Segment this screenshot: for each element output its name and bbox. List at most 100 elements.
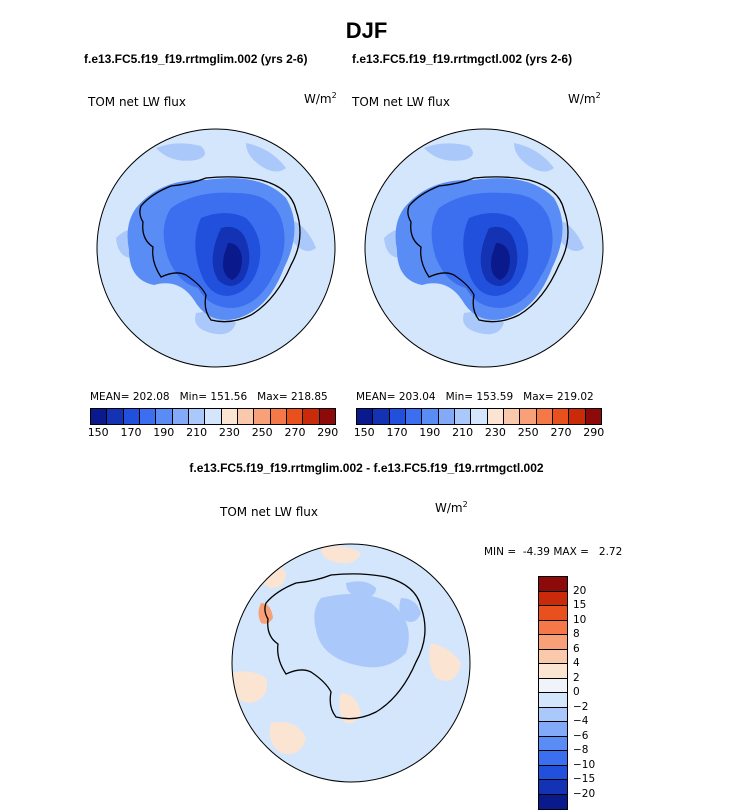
panel2-colorbar-swatch bbox=[357, 409, 374, 424]
panel3-colorbar-swatch bbox=[539, 693, 567, 708]
panel3-positive-patch bbox=[429, 643, 461, 681]
panel3-map-border bbox=[231, 543, 471, 783]
panel3-colorbar-swatch bbox=[539, 780, 567, 795]
panel2-colorbar-swatch bbox=[471, 409, 488, 424]
panel2-colorbar-swatch bbox=[487, 409, 504, 424]
panel2-colorbar bbox=[356, 408, 602, 425]
panel3-colorbar-tick-label: −20 bbox=[573, 787, 596, 800]
panel3-colorbar-tick-label: −15 bbox=[573, 773, 596, 785]
panel3-colorbar-swatch bbox=[539, 577, 567, 592]
panel2-colorbar-tick-label: 170 bbox=[386, 426, 408, 439]
panel2-case-header: f.e13.FC5.f19_f19.rrtmgctl.002 (yrs 2-6) bbox=[352, 52, 573, 66]
panel1-colorbar-swatch bbox=[139, 409, 157, 424]
panel1-map-border bbox=[96, 128, 336, 368]
panel3-colorbar-swatch bbox=[539, 707, 567, 722]
panel3-colorbar-tick-label: −8 bbox=[573, 744, 589, 756]
panel1-stats: MEAN= 202.08 Min= 151.56 Max= 218.85 bbox=[90, 391, 328, 403]
panel1-colorbar-swatch bbox=[107, 409, 124, 424]
panel3-negative-patch bbox=[346, 581, 376, 598]
panel1-coastline bbox=[139, 176, 301, 323]
panel2-colorbar-tick-label: 290 bbox=[583, 426, 605, 439]
panel1-colorbar-swatch bbox=[286, 409, 304, 424]
panel3-colorbar-tick-label: −2 bbox=[573, 700, 589, 713]
panel3-colorbar-tick-label: 8 bbox=[573, 628, 580, 640]
panel2-colorbar-tick-label: 230 bbox=[484, 426, 506, 439]
panel1-colorbar-swatch bbox=[270, 409, 287, 424]
panel1-colorbar-swatch bbox=[221, 409, 238, 424]
panel2-colorbar-swatch bbox=[422, 409, 439, 424]
panel3-coastline bbox=[264, 573, 426, 720]
panel1-units-label: W/m2 bbox=[304, 91, 337, 106]
panel1-colorbar-swatch bbox=[172, 409, 189, 424]
panel2-colorbar-swatch bbox=[373, 409, 390, 424]
panel2-colorbar-tick-label: 270 bbox=[550, 426, 572, 439]
panel3-colorbar-tick-label: 0 bbox=[573, 686, 580, 698]
diff-case-header: f.e13.FC5.f19_f19.rrtmglim.002 - f.e13.F… bbox=[189, 461, 544, 475]
panel1-colorbar-swatch bbox=[205, 409, 222, 424]
panel3-positive-patch bbox=[321, 546, 361, 564]
panel1-colorbar-tick-label: 230 bbox=[218, 426, 240, 439]
panel1-colorbar-swatch bbox=[254, 409, 271, 424]
panel1-colorbar-tick-label: 150 bbox=[87, 426, 109, 439]
panel3-colorbar-swatch bbox=[539, 678, 567, 693]
panel2-map bbox=[364, 128, 604, 368]
panel1-colorbar-tick-label: 290 bbox=[317, 426, 339, 439]
panel3-stats: MIN = -4.39 MAX = 2.72 bbox=[484, 546, 623, 558]
panel2-colorbar-tick-label: 210 bbox=[452, 426, 474, 439]
panel3-negative-patch bbox=[399, 598, 421, 622]
panel3-map bbox=[231, 543, 471, 783]
panel3-colorbar-tick-label: 6 bbox=[573, 642, 580, 655]
panel2-colorbar-swatch bbox=[389, 409, 406, 424]
panel2-variable-label: TOM net LW flux bbox=[352, 95, 450, 109]
figure-title: DJF bbox=[345, 18, 388, 43]
panel1-colorbar-tick-label: 270 bbox=[284, 426, 306, 439]
panel3-colorbar-swatch bbox=[539, 649, 567, 664]
panel1-colorbar-swatches bbox=[90, 408, 336, 425]
panel2-stats: MEAN= 203.04 Min= 153.59 Max= 219.02 bbox=[356, 391, 594, 403]
panel3-colorbar-swatches bbox=[538, 576, 568, 810]
panel2-colorbar-swatch bbox=[536, 409, 553, 424]
panel2-antarctica-core bbox=[491, 243, 510, 280]
panel1-colorbar-tick-label: 210 bbox=[186, 426, 208, 439]
panel3-colorbar-tick-label: 10 bbox=[573, 613, 587, 626]
panel3-colorbar-tick-label: 20 bbox=[573, 584, 587, 597]
panel3-colorbar-tick-label: 2 bbox=[573, 671, 580, 684]
panel1-colorbar-swatch bbox=[303, 409, 320, 424]
panel2-ocean-patch bbox=[424, 143, 473, 161]
panel2-colorbar-swatch bbox=[454, 409, 472, 424]
panel1-variable-label: TOM net LW flux bbox=[88, 95, 186, 109]
panel3-colorbar-swatch bbox=[539, 606, 567, 621]
panel3-colorbar-swatch bbox=[539, 620, 567, 635]
panel3-variable-label: TOM net LW flux bbox=[220, 505, 318, 519]
panel3-colorbar-tick-label: −10 bbox=[573, 758, 596, 771]
panel3-colorbar bbox=[538, 576, 568, 810]
panel2-ocean-patch bbox=[514, 143, 554, 172]
panel3-colorbar-ticks: 20 15 10 8 6 4 2 0 −2 −4 −6 −8 −10 −15 −20 bbox=[573, 576, 613, 800]
panel3-colorbar-swatch bbox=[539, 664, 567, 679]
panel2-colorbar-swatch bbox=[585, 409, 601, 424]
panel1-colorbar-swatch bbox=[156, 409, 173, 424]
panel3-colorbar-swatch bbox=[539, 751, 567, 766]
panel2-colorbar-tick-label: 190 bbox=[419, 426, 441, 439]
panel3-negative-patch bbox=[314, 594, 409, 668]
panel1-colorbar-ticks: 150 170 190 210 230 250 270 290 bbox=[87, 426, 339, 440]
panel1-colorbar-swatch bbox=[91, 409, 108, 424]
panel3-positive-patch bbox=[269, 722, 306, 754]
panel1-colorbar-swatch bbox=[319, 409, 335, 424]
panel1-colorbar-swatch bbox=[237, 409, 255, 424]
panel2-colorbar-ticks: 150 170 190 210 230 250 270 290 bbox=[354, 426, 605, 440]
panel1-colorbar-tick-label: 190 bbox=[153, 426, 175, 439]
panel3-positive-patch bbox=[232, 671, 267, 703]
panel3-positive-patch bbox=[339, 693, 361, 724]
panel3-colorbar-swatch bbox=[539, 635, 567, 650]
panel1-antarctica-core bbox=[223, 243, 242, 280]
panel1-colorbar-tick-label: 170 bbox=[120, 426, 142, 439]
panel2-colorbar-swatch bbox=[552, 409, 570, 424]
panel3-colorbar-swatch bbox=[539, 765, 567, 780]
panel2-colorbar-tick-label: 250 bbox=[517, 426, 539, 439]
panel3-units-label: W/m2 bbox=[435, 500, 468, 515]
panel1-ocean-patch bbox=[156, 143, 205, 161]
panel2-units-label: W/m2 bbox=[568, 91, 601, 106]
panel1-case-header: f.e13.FC5.f19_f19.rrtmglim.002 (yrs 2-6) bbox=[84, 52, 308, 66]
panel2-colorbar-swatch bbox=[405, 409, 423, 424]
